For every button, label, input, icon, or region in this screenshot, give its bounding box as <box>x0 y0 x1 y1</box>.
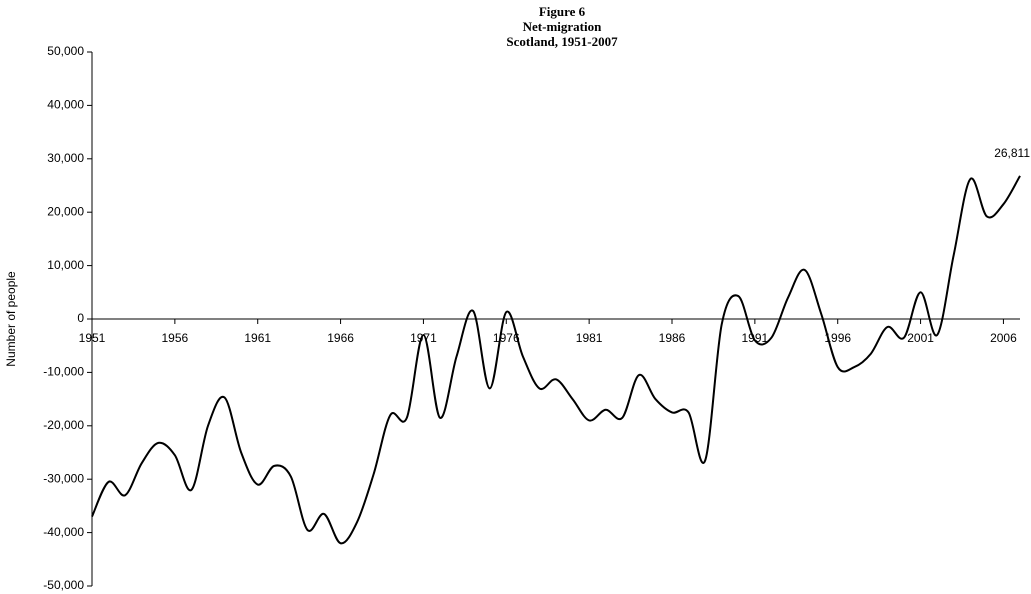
data-label: 26,811 <box>994 146 1030 160</box>
y-tick-label: -30,000 <box>43 471 84 485</box>
y-tick-label: 10,000 <box>47 258 84 272</box>
x-tick-label: 1986 <box>659 331 686 345</box>
x-tick-label: 1971 <box>410 331 437 345</box>
x-tick-label: 1991 <box>742 331 769 345</box>
x-tick-label: 2006 <box>990 331 1017 345</box>
y-tick-label: 30,000 <box>47 151 84 165</box>
y-tick-label: -20,000 <box>43 418 84 432</box>
y-tick-label: -50,000 <box>43 578 84 592</box>
y-axis-label: Number of people <box>4 271 18 367</box>
chart-title: Scotland, 1951-2007 <box>506 34 618 49</box>
y-tick-label: 20,000 <box>47 204 84 218</box>
y-tick-label: -40,000 <box>43 525 84 539</box>
y-tick-label: 50,000 <box>47 44 84 58</box>
y-tick-label: 0 <box>77 311 84 325</box>
x-tick-label: 1951 <box>79 331 106 345</box>
y-tick-label: -10,000 <box>43 365 84 379</box>
x-tick-label: 1961 <box>244 331 271 345</box>
chart-title: Figure 6 <box>539 4 586 19</box>
x-tick-label: 1956 <box>162 331 189 345</box>
x-tick-label: 1966 <box>327 331 354 345</box>
x-tick-label: 2001 <box>907 331 934 345</box>
chart-title: Net-migration <box>523 19 602 34</box>
data-line <box>91 175 1021 545</box>
x-tick-label: 1996 <box>824 331 851 345</box>
x-tick-label: 1981 <box>576 331 603 345</box>
y-tick-label: 40,000 <box>47 98 84 112</box>
